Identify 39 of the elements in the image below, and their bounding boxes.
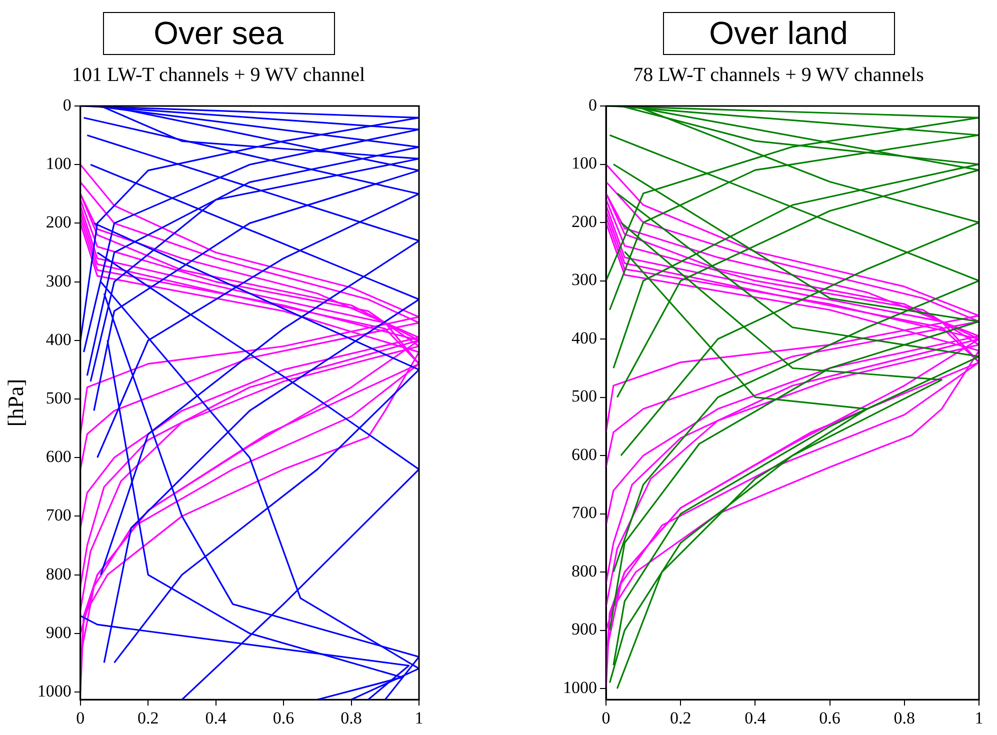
x-tick-label: 0.6 [819, 708, 840, 728]
y-tick-label: 0 [588, 95, 597, 114]
y-tick-label: 200 [46, 212, 72, 232]
x-tick-label: 0.6 [272, 708, 294, 728]
y-tick-label: 400 [572, 328, 597, 348]
y-tick-label: 900 [572, 620, 597, 639]
chart-subtitle: 78 LW-T channels + 9 WV channels [632, 64, 925, 87]
x-tick-label: 1 [414, 708, 424, 728]
x-tick-label: 1 [974, 708, 984, 728]
y-tick-label: 600 [572, 444, 597, 464]
x-tick-label: 0.8 [340, 708, 362, 728]
y-tick-label: 400 [46, 330, 72, 349]
chart-title: Over sea [102, 12, 334, 55]
y-tick-label: 900 [46, 622, 72, 642]
y-tick-label: 100 [46, 154, 72, 174]
y-tick-label: 800 [572, 561, 597, 580]
x-tick-label: 0.8 [894, 708, 916, 728]
y-tick-label: 700 [572, 503, 597, 522]
y-tick-label: 700 [46, 506, 72, 525]
y-tick-label: 200 [572, 212, 597, 231]
chart-title: Over land [662, 12, 894, 55]
y-tick-label: 1000 [563, 678, 597, 697]
x-tick-label: 0.2 [670, 708, 692, 728]
y-tick-label: 0 [62, 95, 72, 114]
x-tick-label: 0 [602, 708, 610, 728]
y-tick-label: 500 [572, 386, 597, 406]
chart-subtitle: 101 LW-T channels + 9 WV channel [70, 64, 366, 87]
x-tick-label: 0.4 [744, 708, 766, 728]
y-tick-label: 800 [46, 564, 72, 584]
y-tick-label: 1000 [37, 681, 72, 700]
x-tick-label: 0 [76, 708, 85, 728]
x-tick-label: 0.2 [137, 708, 159, 728]
y-tick-label: 500 [46, 388, 72, 408]
y-tick-label: 600 [46, 447, 72, 466]
x-tick-label: 0.4 [205, 708, 227, 728]
y-tick-label: 300 [572, 270, 597, 290]
y-tick-label: 100 [572, 154, 597, 173]
y-axis-title: [hPa] [2, 378, 28, 427]
y-tick-label: 300 [46, 271, 72, 290]
